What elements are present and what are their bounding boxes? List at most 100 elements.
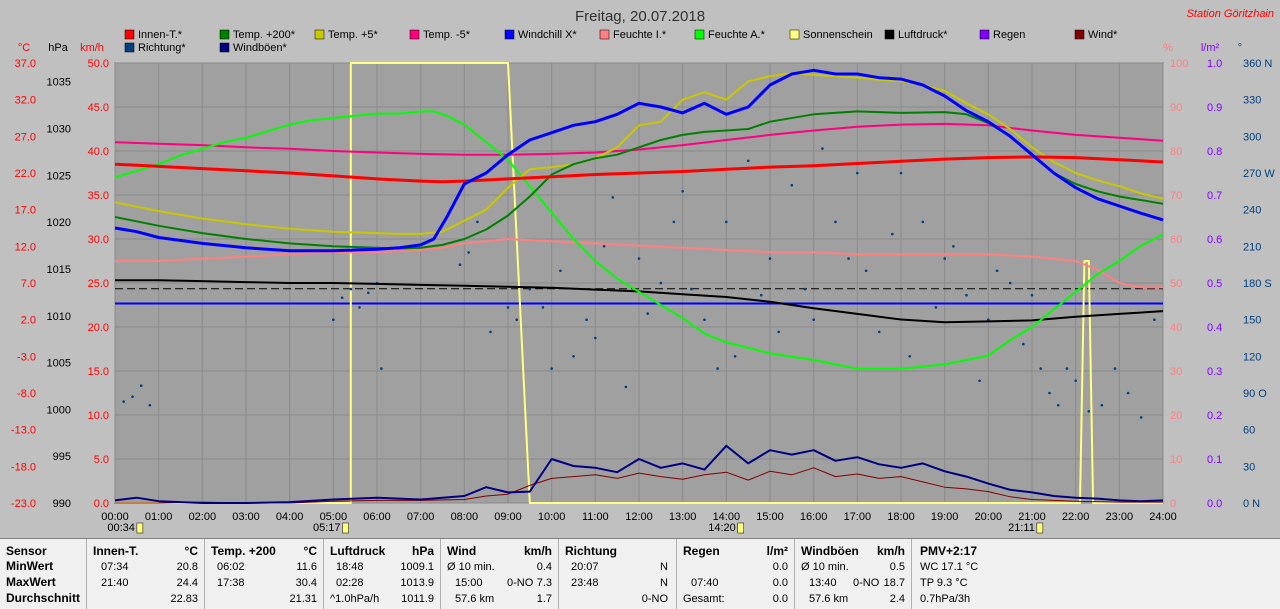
tick-x-0: 00:00 bbox=[101, 511, 129, 523]
sun-event-label-3: 21:11 bbox=[1008, 522, 1035, 534]
direction-point bbox=[559, 269, 562, 273]
tick-hpa-9: 990 bbox=[53, 498, 71, 510]
tick-celsius-4: 17.0 bbox=[15, 205, 36, 217]
stats-wind-avg: 1.7 bbox=[536, 593, 552, 605]
stats-pmv-dewpoint: TP 9.3 °C bbox=[920, 577, 968, 589]
tick-x-13: 13:00 bbox=[669, 511, 697, 523]
station-name: Station Göritzhain bbox=[1187, 8, 1274, 20]
tick-percent-1: 90 bbox=[1170, 102, 1182, 114]
stats-regen-total-val: 0.0 bbox=[772, 593, 788, 605]
direction-point bbox=[746, 159, 750, 163]
direction-point bbox=[148, 403, 152, 407]
tick-x-4: 04:00 bbox=[276, 511, 304, 523]
stats-innen-column: Innen-T. °C 07:34 20.8 21:40 24.4 22.83 bbox=[87, 539, 205, 609]
series-richtung bbox=[122, 147, 1156, 419]
sun-event-marker-1 bbox=[342, 522, 349, 534]
direction-point bbox=[834, 220, 837, 224]
stats-regen-total-label: Gesamt: bbox=[683, 593, 725, 605]
legend-label-temp-5: Temp. -5* bbox=[423, 29, 471, 41]
legend-swatch-richtung bbox=[124, 42, 135, 53]
direction-point bbox=[760, 293, 763, 297]
tick-direction-11: 30 bbox=[1243, 461, 1255, 473]
stats-innen-unit: °C bbox=[184, 544, 198, 558]
direction-point bbox=[725, 220, 728, 224]
direction-point bbox=[877, 330, 881, 334]
direction-point bbox=[978, 379, 981, 383]
stats-luftdruck-max-time: 02:28 bbox=[336, 577, 364, 589]
stats-avg-label: Durchschnitt bbox=[6, 591, 81, 605]
tick-x-2: 02:00 bbox=[189, 511, 217, 523]
direction-point bbox=[637, 257, 641, 260]
direction-point bbox=[899, 171, 903, 175]
stats-wind-distance: 57.6 km bbox=[455, 593, 495, 605]
legend-label-windchill-x: Windchill X* bbox=[518, 29, 577, 41]
tick-kmh-3: 35.0 bbox=[88, 190, 109, 202]
tick-direction-10: 60 bbox=[1243, 425, 1255, 437]
stats-boen-max-val: 18.7 bbox=[883, 577, 905, 589]
direction-point bbox=[1022, 342, 1025, 346]
direction-point bbox=[672, 220, 676, 224]
stats-temp200-min-val: 11.6 bbox=[296, 561, 317, 573]
stats-pmv-windchill: WC 17.1 °C bbox=[920, 561, 979, 573]
tick-direction-5: 210 bbox=[1243, 241, 1261, 253]
tick-direction-7: 150 bbox=[1243, 315, 1261, 327]
stats-temp200-header: Temp. +200 bbox=[211, 544, 276, 558]
tick-kmh-6: 20.0 bbox=[88, 322, 109, 334]
stats-temp200-column: Temp. +200 °C 06:02 11.6 17:38 30.4 21.31 bbox=[205, 539, 324, 609]
direction-point bbox=[550, 367, 553, 370]
stats-luftdruck-avg: 1011.9 bbox=[401, 593, 434, 605]
legend-label-feuchte-i: Feuchte I.* bbox=[613, 29, 667, 41]
tick-percent-2: 80 bbox=[1170, 146, 1182, 158]
stats-wind-max-time: 15:00 bbox=[455, 577, 483, 589]
stats-boen-avg: 2.4 bbox=[889, 593, 905, 605]
tick-celsius-11: -18.0 bbox=[11, 461, 36, 473]
tick-x-8: 08:00 bbox=[451, 511, 479, 523]
tick-x-22: 22:00 bbox=[1062, 511, 1090, 523]
stats-boen-unit: km/h bbox=[876, 544, 905, 558]
stats-innen-header: Innen-T. bbox=[93, 544, 139, 558]
tick-percent-7: 30 bbox=[1170, 366, 1182, 378]
series-wind bbox=[115, 467, 1163, 504]
direction-point bbox=[646, 312, 649, 315]
sun-event-label-1: 05:17 bbox=[313, 522, 341, 534]
stats-richtung-min-time: 20:07 bbox=[571, 561, 599, 573]
tick-celsius-6: 7.0 bbox=[21, 278, 36, 290]
tick-percent-10: 0 bbox=[1170, 498, 1176, 510]
direction-point bbox=[856, 171, 859, 175]
tick-hpa-1: 1030 bbox=[47, 124, 71, 136]
tick-percent-0: 100 bbox=[1170, 58, 1188, 70]
sun-event-label-0: 00:34 bbox=[107, 522, 135, 534]
tick-x-17: 17:00 bbox=[844, 511, 872, 523]
direction-point bbox=[340, 296, 344, 300]
direction-point bbox=[1153, 318, 1156, 322]
stats-temp200-max-val: 30.4 bbox=[295, 577, 317, 589]
direction-point bbox=[476, 220, 479, 224]
stats-innen-avg: 22.83 bbox=[170, 593, 198, 605]
direction-point bbox=[768, 257, 772, 260]
legend-swatch-temp-200 bbox=[219, 29, 230, 40]
stats-temp200-unit: °C bbox=[303, 544, 317, 558]
tick-direction-9: 90 O bbox=[1243, 388, 1267, 400]
stats-richtung-column: Richtung 20:07 N 23:48 N 0-NO bbox=[559, 539, 677, 609]
stats-wind-avg10-label: Ø 10 min. bbox=[447, 561, 495, 573]
stats-boen-header: Windböen bbox=[801, 544, 859, 558]
direction-point bbox=[681, 190, 684, 193]
tick-x-6: 06:00 bbox=[363, 511, 391, 523]
sun-event-marker-0 bbox=[136, 522, 144, 534]
direction-point bbox=[380, 367, 383, 370]
tick-celsius-7: 2.0 bbox=[21, 315, 36, 327]
direction-point bbox=[943, 257, 946, 260]
direction-point bbox=[594, 336, 597, 340]
tick-hpa-7: 1000 bbox=[47, 404, 71, 416]
stats-luftdruck-unit: hPa bbox=[411, 544, 434, 558]
tick-direction-3: 270 W bbox=[1243, 168, 1275, 180]
stats-wind-column: Wind km/h Ø 10 min. 0.4 15:00 0-NO 7.3 57.6 … bbox=[441, 539, 559, 609]
direction-point bbox=[777, 330, 780, 334]
stats-boen-column: Windböen km/h Ø 10 min. 0.5 13:40 0-NO 18.7 … bbox=[795, 539, 912, 609]
tick-lm2-1: 0.9 bbox=[1207, 102, 1222, 114]
tick-lm2-6: 0.4 bbox=[1207, 322, 1222, 334]
stats-regen-unit: l/m² bbox=[766, 544, 788, 558]
legend-swatch-temp-5 bbox=[409, 29, 420, 40]
direction-point bbox=[1048, 391, 1051, 395]
stats-luftdruck-min-time: 18:48 bbox=[336, 561, 364, 573]
